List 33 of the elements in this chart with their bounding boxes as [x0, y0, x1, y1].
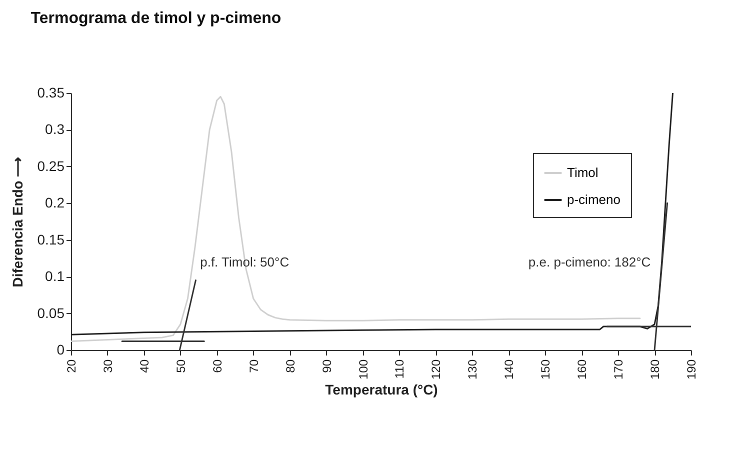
y-tick-label: 0.05	[37, 304, 65, 321]
y-tick-label: 0.25	[37, 158, 65, 174]
y-tick-label: 0	[56, 342, 65, 358]
y-tick-label: 0.1	[45, 268, 65, 284]
x-tick-label: 90	[320, 359, 334, 373]
x-tick-label: 190	[684, 359, 698, 380]
y-tick-label: 0.35	[37, 84, 65, 100]
y-tick-label: 0.2	[45, 194, 65, 211]
x-tick-label: 120	[429, 359, 444, 380]
x-tick-label: 130	[466, 359, 480, 380]
y-axis-title: Diferencia Endo ⟶	[9, 156, 26, 288]
legend-label: p-cimeno	[567, 192, 620, 207]
x-axis-title: Temperatura (°C)	[325, 382, 438, 398]
x-tick-label: 60	[210, 359, 224, 373]
annotation: p.e. p-cimeno: 182°C	[528, 254, 651, 270]
chart-title: Termograma de timol y p-cimeno	[30, 10, 282, 27]
y-tick-label: 0.15	[37, 231, 65, 248]
x-tick-label: 80	[283, 359, 298, 373]
annotation: p.f. Timol: 50°C	[200, 254, 290, 270]
x-tick-label: 170	[612, 359, 626, 380]
x-tick-label: 20	[64, 359, 78, 373]
x-tick-label: 70	[246, 359, 261, 373]
x-tick-label: 140	[502, 359, 516, 380]
x-tick-label: 160	[575, 359, 590, 380]
legend-label: Timol	[567, 165, 598, 180]
x-tick-label: 180	[648, 359, 662, 380]
x-tick-label: 150	[538, 359, 553, 380]
x-tick-label: 50	[174, 359, 188, 373]
x-tick-label: 30	[100, 359, 115, 373]
x-tick-label: 110	[392, 359, 407, 379]
y-tick-label: 0.3	[45, 121, 65, 138]
x-tick-label: 40	[137, 359, 152, 373]
x-tick-label: 100	[356, 359, 370, 380]
